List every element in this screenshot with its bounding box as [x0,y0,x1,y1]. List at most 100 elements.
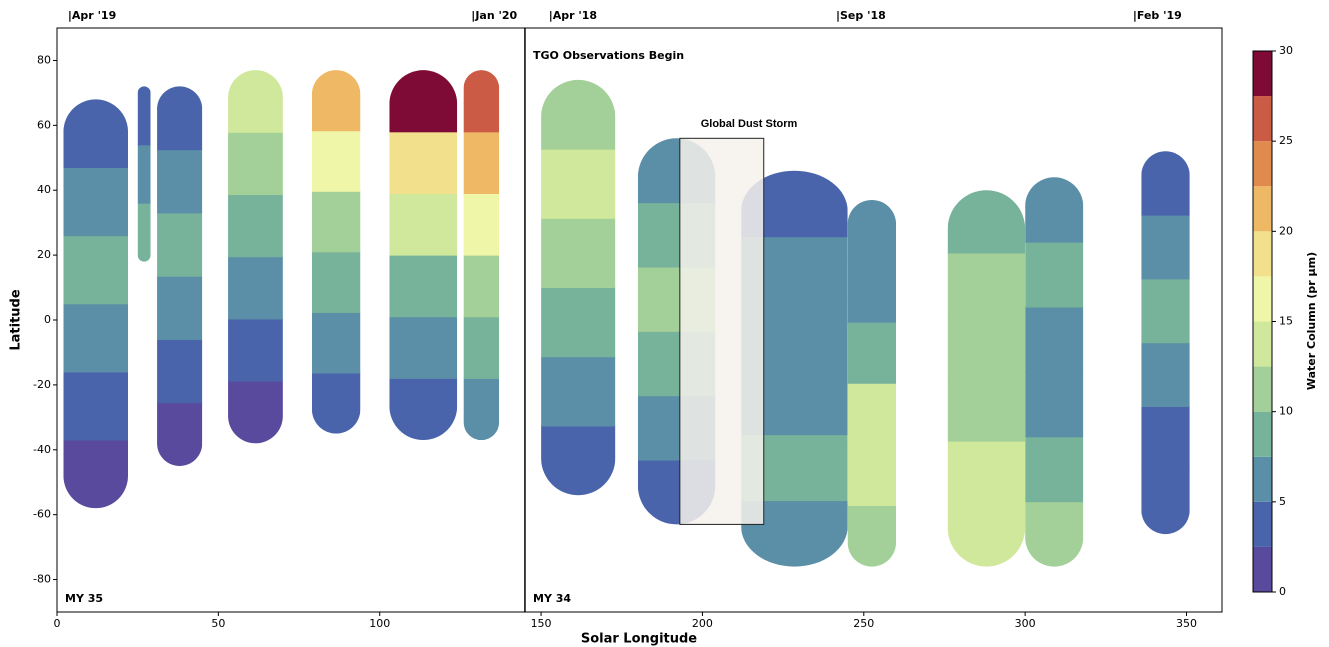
colorbar-swatch [1253,411,1272,457]
contour-band [1025,371,1084,438]
contour-band [63,99,128,169]
date-mark: |Jan '20 [471,9,517,22]
colorbar-tick-label: 25 [1279,134,1293,147]
contour-band [463,316,500,379]
contour-band [1141,278,1190,344]
swath [389,70,458,441]
contour-band [463,131,500,194]
contour-band [157,402,203,467]
y-tick-label: -60 [33,508,51,521]
swath [63,99,128,509]
contour-band [1025,436,1084,503]
colorbar-swatch [1253,456,1272,502]
colorbar-swatch [1253,276,1272,322]
annotation: MY 34 [533,592,571,605]
colorbar-swatch [1253,96,1272,142]
contour-band [228,256,283,320]
colorbar-swatch [1253,231,1272,277]
swath [947,190,1026,567]
date-mark: |Sep '18 [836,9,886,22]
contour-band [1025,306,1084,373]
contour-band [311,311,361,374]
contour-band [1025,501,1084,567]
colorbar-swatch [1253,546,1272,592]
contour-band [541,148,616,219]
annotation: TGO Observations Begin [533,49,684,62]
y-tick-label: -20 [33,378,51,391]
contour-band [463,70,500,133]
contour-band [63,167,128,237]
colorbar-swatch [1253,366,1272,412]
annotation: Global Dust Storm [701,118,798,130]
contour-band [157,86,203,151]
contour-band [311,190,361,253]
y-tick-label: 40 [37,183,51,196]
contour-band [228,380,283,444]
contour-band [1141,342,1190,408]
x-tick-label: 150 [531,617,552,630]
contour-band [847,321,897,384]
date-mark: |Apr '18 [549,9,597,22]
contour-band [847,260,897,323]
contour-band [311,372,361,434]
x-tick-label: 250 [853,617,874,630]
contour-band [541,356,616,427]
contour-band [228,70,283,133]
contour-band [63,303,128,373]
date-mark: |Feb '19 [1133,9,1182,22]
swath [228,70,283,444]
contour-band [1025,177,1084,243]
contour-band [389,192,458,256]
annotation: MY 35 [65,592,103,605]
y-axis-label: Latitude [9,289,24,351]
contour-band [311,130,361,192]
colorbar-swatch [1253,141,1272,187]
colorbar-tick-label: 10 [1279,405,1293,418]
contour-band [847,443,897,506]
colorbar-tick-label: 5 [1279,495,1286,508]
y-tick-label: 20 [37,248,51,261]
contour-band [541,425,616,496]
swath [1141,151,1190,535]
contour-band [137,86,151,146]
contour-band [847,504,897,567]
contour-band [389,131,458,194]
contour-band [1141,151,1190,216]
contour-band [947,440,1026,505]
x-tick-label: 50 [211,617,225,630]
x-axis-label: Solar Longitude [581,632,697,647]
x-tick-label: 350 [1176,617,1197,630]
colorbar-swatch [1253,51,1272,97]
swath [463,70,500,441]
swath [157,86,203,467]
y-tick-label: 80 [37,53,51,66]
contour-band [228,318,283,382]
y-tick-label: -40 [33,443,51,456]
x-tick-label: 0 [54,617,61,630]
y-tick-label: -80 [33,573,51,586]
x-tick-label: 300 [1015,617,1036,630]
x-tick-label: 200 [692,617,713,630]
contour-band [463,192,500,256]
contour-band [541,217,616,289]
contour-band [389,70,458,133]
contour-band [947,503,1026,567]
contour-band [157,149,203,214]
contour-band [463,254,500,318]
contour-band [1025,241,1084,308]
contour-band [137,144,151,204]
colorbar-swatch [1253,321,1272,367]
contour-band [1141,406,1190,471]
colorbar-swatch [1253,186,1272,232]
date-mark: |Apr '19 [68,9,116,22]
contour-band [137,202,151,262]
swath [1025,177,1084,567]
contour-band [63,371,128,441]
swath [311,70,361,434]
y-tick-label: 60 [37,118,51,131]
swath [541,79,616,496]
colorbar-label: Water Column (pr μm) [1305,252,1318,390]
colorbar-tick-label: 20 [1279,224,1293,237]
contour-band [389,316,458,379]
